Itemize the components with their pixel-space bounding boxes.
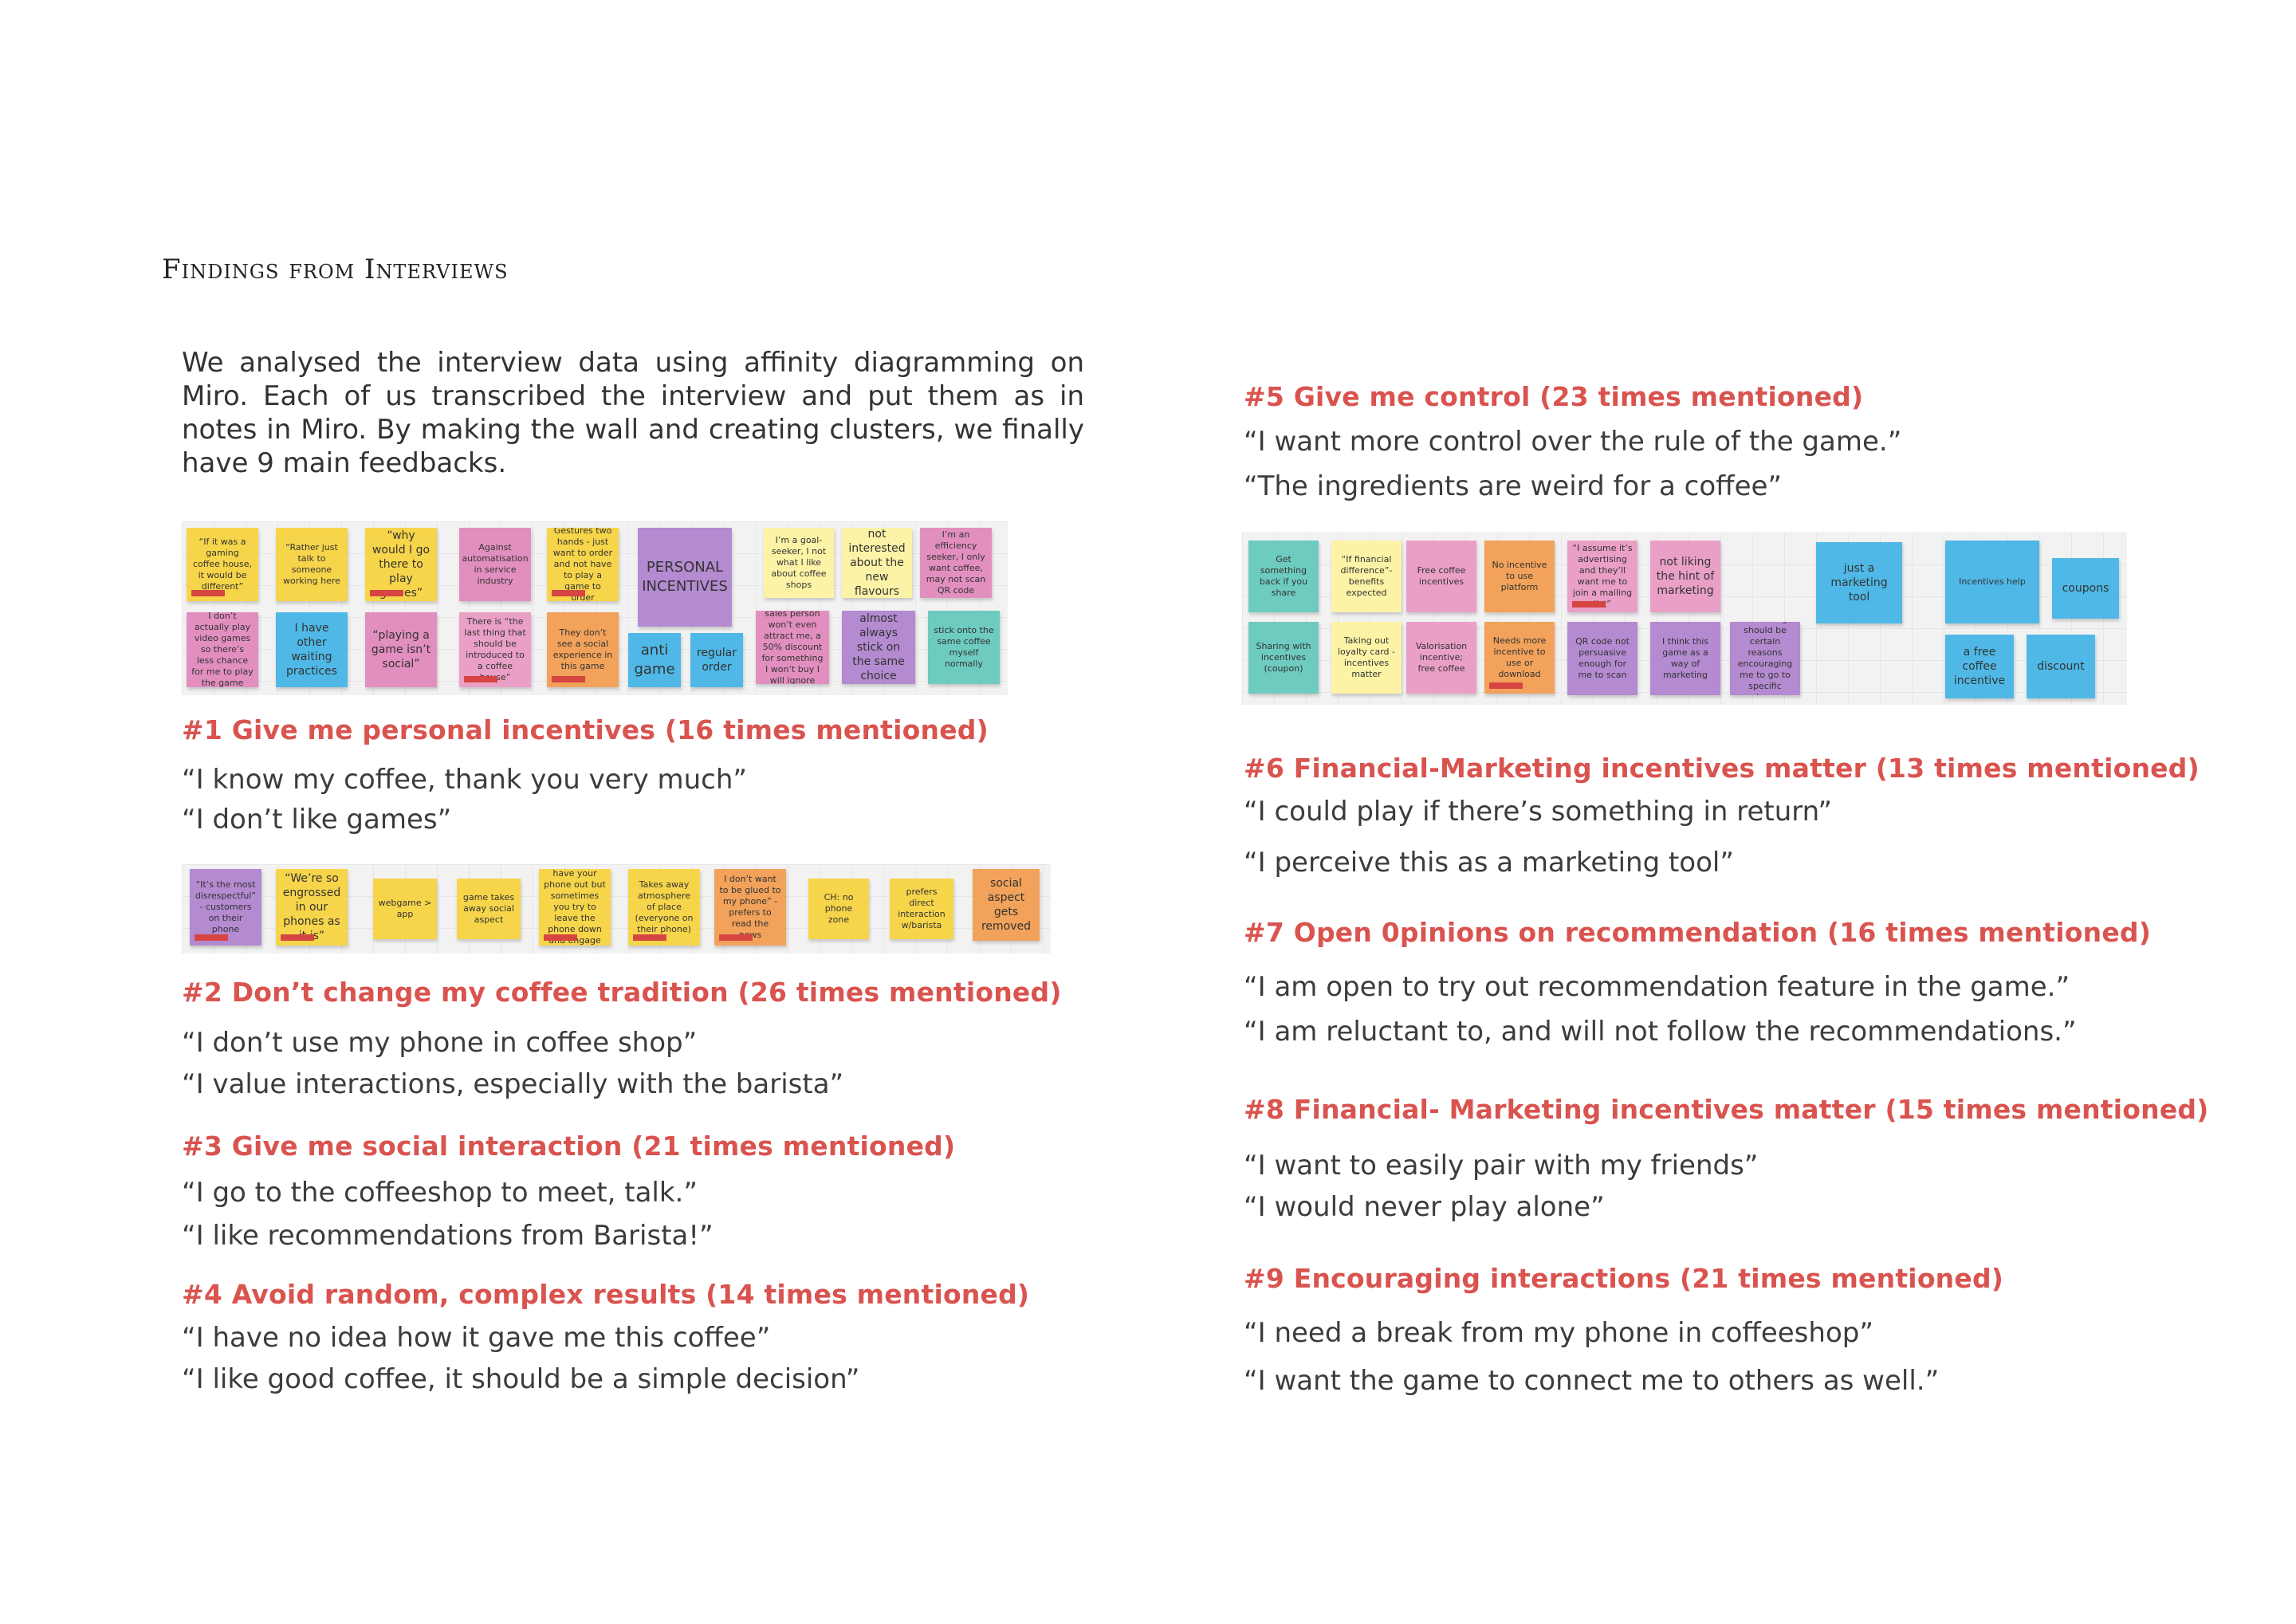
sticky-note: I don’t want to be glued to my phone” - … xyxy=(714,869,786,946)
finding-heading-8: #8 Financial- Marketing incentives matte… xyxy=(1244,1094,2209,1125)
sticky-note: I think this game as a way of marketing xyxy=(1650,622,1720,695)
finding-quote: “I want the game to connect me to others… xyxy=(1244,1365,1940,1397)
finding-quote: “I don’t use my phone in coffee shop” xyxy=(182,1027,698,1059)
finding-quote: “I am open to try out recommendation fea… xyxy=(1244,971,2070,1003)
sticky-note: social aspect gets removed xyxy=(973,869,1040,941)
finding-quote: “I have no idea how it gave me this coff… xyxy=(182,1322,771,1354)
finding-quote: “I know my coffee, thank you very much” xyxy=(182,764,748,796)
sticky-note: coupons xyxy=(2052,558,2119,619)
finding-quote: “I could play if there’s something in re… xyxy=(1244,796,1832,828)
finding-heading-4: #4 Avoid random, complex results (14 tim… xyxy=(182,1279,1030,1310)
sticky-note: a free coffee incentive xyxy=(1945,635,2014,698)
page-title: Findings from Interviews xyxy=(162,254,509,285)
finding-heading-3: #3 Give me social interaction (21 times … xyxy=(182,1131,956,1162)
sticky-note: There is “the last thing that should be … xyxy=(459,612,531,687)
finding-quote: “I want to easily pair with my friends” xyxy=(1244,1150,1759,1182)
sticky-note: “It’s the most disrespectful” - customer… xyxy=(190,869,261,946)
sticky-note: Gestures two hands - just want to order … xyxy=(547,528,619,601)
finding-quote: “I would never play alone” xyxy=(1244,1191,1605,1223)
finding-quote: “I am reluctant to, and will not follow … xyxy=(1244,1016,2077,1048)
sticky-note: I have other waiting practices xyxy=(276,612,348,687)
sticky-note: not liking the hint of marketing xyxy=(1650,541,1720,612)
sticky-note: Valorisation incentive; free coffee xyxy=(1406,622,1476,694)
sticky-note: webgame > app xyxy=(373,879,437,939)
sticky-note: CH: no phone zone xyxy=(808,879,869,939)
finding-heading-2: #2 Don’t change my coffee tradition (26 … xyxy=(182,977,1062,1008)
sticky-note: almost always stick on the same choice xyxy=(842,611,915,684)
affinity-board-personal-incentives: “If it was a gaming coffee house, it wou… xyxy=(182,521,1008,695)
sticky-note: “Rather just talk to someone working her… xyxy=(276,528,348,601)
sticky-note: “you’d still have your phone out but som… xyxy=(539,869,611,946)
sticky-note: Sharing with incentives (coupon) xyxy=(1248,622,1319,694)
finding-quote: “I value interactions, especially with t… xyxy=(182,1068,844,1100)
finding-heading-1: #1 Give me personal incentives (16 times… xyxy=(182,714,989,745)
finding-heading-6: #6 Financial-Marketing incentives matter… xyxy=(1244,753,2200,784)
sticky-note: not interested about the new flavours xyxy=(842,528,912,598)
finding-quote: “The ingredients are weird for a coffee” xyxy=(1244,470,1783,502)
finding-heading-5: #5 Give me control (23 times mentioned) xyxy=(1244,381,1864,412)
sticky-note: regular order xyxy=(690,633,743,687)
sticky-note: discount xyxy=(2027,635,2095,698)
sticky-note: prefers direct interaction w/barista xyxy=(890,879,953,939)
sticky-note: QR code not persuasive enough for me to … xyxy=(1567,622,1637,695)
sticky-note: Needs more incentive to use or download xyxy=(1484,622,1555,694)
sticky-note: “We’re so engrossed in our phones as it … xyxy=(276,869,348,946)
sticky-note: just a marketing tool xyxy=(1816,542,1902,623)
finding-heading-9: #9 Encouraging interactions (21 times me… xyxy=(1244,1263,2004,1294)
sticky-note: I’m an efficiency seeker, I only want co… xyxy=(920,528,992,598)
finding-quote: “I perceive this as a marketing tool” xyxy=(1244,847,1734,879)
affinity-board-financial-incentives: Get something back if you share “If fina… xyxy=(1242,533,2127,705)
sticky-note: I’m a goal-seeker, I not what I like abo… xyxy=(764,528,834,598)
sticky-note: stick onto the same coffee myself normal… xyxy=(928,611,1000,684)
sticky-note: PERSONAL INCENTIVES xyxy=(638,528,732,627)
finding-heading-7: #7 Open 0pinions on recommendation (16 t… xyxy=(1244,917,2152,948)
sticky-note: game takes away social aspect xyxy=(457,879,521,939)
sticky-note: Takes away atmosphere of place (everyone… xyxy=(628,869,700,946)
sticky-note: No incentive to use platform xyxy=(1484,541,1555,612)
sticky-note: “why would I go there to play games” xyxy=(365,528,437,601)
finding-quote: “I need a break from my phone in coffees… xyxy=(1244,1317,1873,1349)
finding-quote: “I don’t like games” xyxy=(182,804,452,836)
finding-quote: “I like good coffee, it should be a simp… xyxy=(182,1363,860,1395)
sticky-note: They don’t see a social experience in th… xyxy=(547,612,619,687)
sticky-note: Get something back if you share xyxy=(1248,541,1319,612)
sticky-note: Free coffee incentives xyxy=(1406,541,1476,612)
sticky-note: Against automatisation in service indust… xyxy=(459,528,531,601)
sticky-note: “If it was a gaming coffee house, it wou… xyxy=(187,528,258,601)
sticky-note: Incentives help xyxy=(1945,541,2039,623)
sticky-note: I don’t actually play video games so the… xyxy=(187,612,258,687)
finding-quote: “I go to the coffeeshop to meet, talk.” xyxy=(182,1177,698,1209)
affinity-board-coffee-tradition: “It’s the most disrespectful” - customer… xyxy=(182,864,1051,954)
sticky-note: marketing should be certain reasons enco… xyxy=(1730,622,1800,695)
sticky-note: “playing a game isn’t social” xyxy=(365,612,437,687)
sticky-note: “I assume it’s advertising and they’ll w… xyxy=(1567,541,1637,612)
finding-quote: “I want more control over the rule of th… xyxy=(1244,426,1902,458)
intro-paragraph: We analysed the interview data using aff… xyxy=(182,347,1084,479)
sticky-note: “If financial difference”- benefits expe… xyxy=(1331,541,1402,612)
sticky-note: anti game xyxy=(628,633,681,687)
sticky-note: Taking out loyalty card - incentives mat… xyxy=(1331,622,1402,694)
finding-quote: “I like recommendations from Barista!” xyxy=(182,1220,714,1252)
sticky-note: sales person won’t even attract me, a 50… xyxy=(756,611,829,684)
